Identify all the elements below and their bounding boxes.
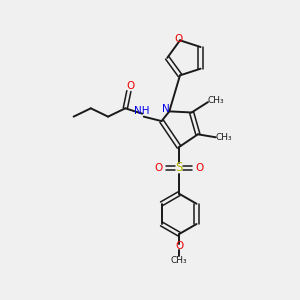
Text: O: O xyxy=(154,163,162,173)
Text: NH: NH xyxy=(134,106,150,116)
Text: CH₃: CH₃ xyxy=(208,96,225,105)
Text: O: O xyxy=(126,81,134,91)
Text: O: O xyxy=(174,34,183,44)
Text: S: S xyxy=(176,161,183,174)
Text: N: N xyxy=(162,104,169,114)
Text: CH₃: CH₃ xyxy=(216,133,232,142)
Text: O: O xyxy=(175,241,183,251)
Text: O: O xyxy=(196,163,204,173)
Text: CH₃: CH₃ xyxy=(171,256,188,265)
